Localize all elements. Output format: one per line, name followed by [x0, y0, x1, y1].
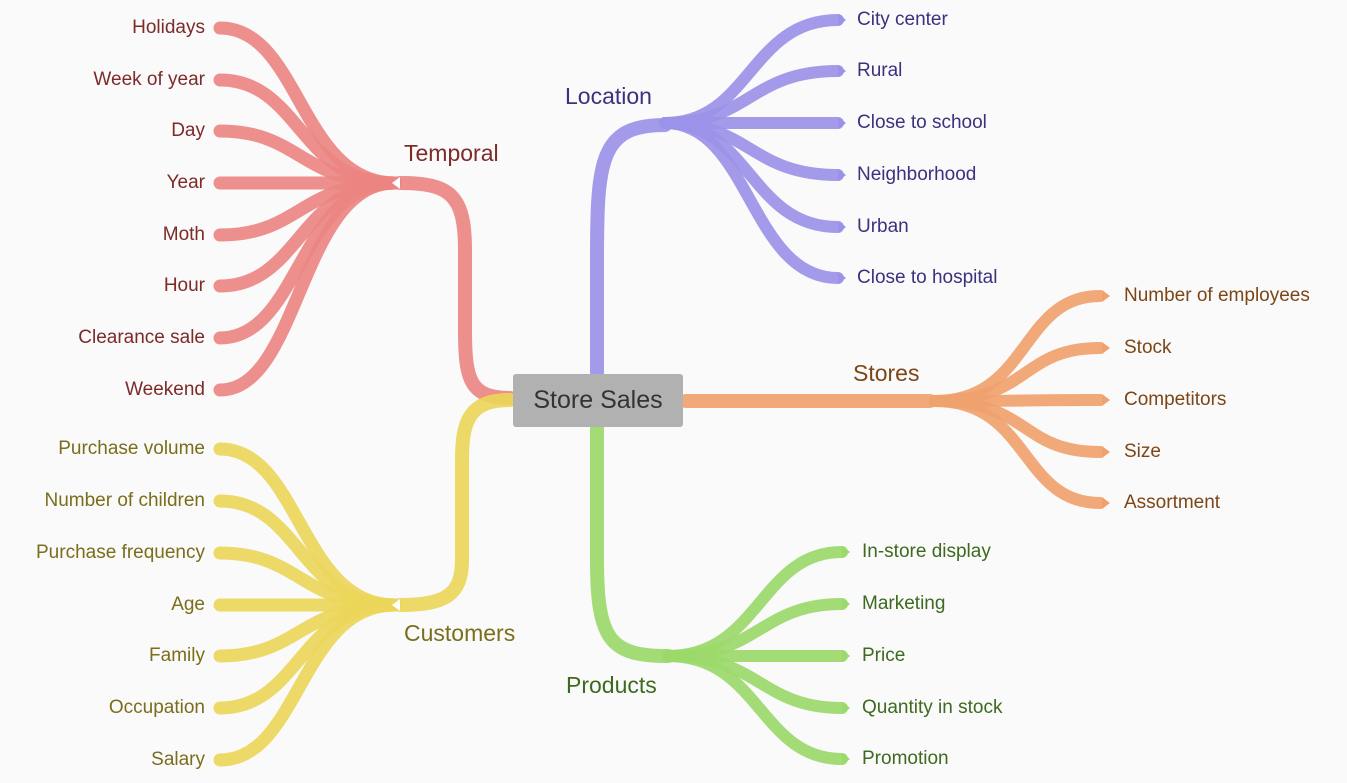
- products-arrow-icon-1: [842, 598, 850, 610]
- branch-customers-title[interactable]: Customers: [404, 620, 516, 646]
- temporal-item-week-of-year[interactable]: Week of year: [93, 69, 205, 90]
- customers-item-occupation[interactable]: Occupation: [108, 697, 205, 718]
- location-arrow-icon-0: [838, 14, 846, 26]
- products-child-connector-4: [662, 650, 848, 765]
- temporal-item-day[interactable]: Day: [171, 120, 205, 141]
- stores-arrow-icon-3: [1102, 446, 1110, 458]
- location-item-rural[interactable]: Rural: [857, 60, 903, 81]
- customers-item-purchase-volume[interactable]: Purchase volume: [58, 438, 205, 459]
- location-arrow-icon-4: [838, 221, 846, 233]
- customers-child-connector-6: [213, 598, 402, 767]
- temporal-item-clearance-sale[interactable]: Clearance sale: [78, 327, 205, 348]
- products-arrow-icon-3: [842, 702, 850, 714]
- stores-arrow-icon-4: [1102, 497, 1110, 509]
- products-item-price[interactable]: Price: [862, 645, 906, 666]
- location-arrow-icon-1: [838, 65, 846, 77]
- products-arrow-icon-2: [842, 650, 850, 662]
- temporal-item-holidays[interactable]: Holidays: [132, 17, 205, 38]
- center-node[interactable]: Store Sales: [513, 374, 683, 427]
- temporal-item-year[interactable]: Year: [166, 172, 205, 193]
- branch-stores-title[interactable]: Stores: [853, 360, 920, 386]
- products-item-in-store-display[interactable]: In-store display: [862, 541, 991, 562]
- products-arrow-icon-0: [842, 546, 850, 558]
- stores-arrow-icon-2: [1102, 394, 1110, 406]
- customers-trunk-connector: [393, 393, 517, 612]
- location-item-neighborhood[interactable]: Neighborhood: [857, 164, 977, 185]
- stores-item-assortment[interactable]: Assortment: [1124, 492, 1221, 513]
- branch-temporal-title[interactable]: Temporal: [404, 140, 499, 166]
- temporal-item-moth[interactable]: Moth: [162, 224, 205, 245]
- customers-item-number-of-children[interactable]: Number of children: [44, 490, 205, 511]
- temporal-junction-icon: [392, 177, 400, 189]
- location-item-urban[interactable]: Urban: [857, 216, 909, 237]
- stores-arrow-icon-0: [1102, 290, 1110, 302]
- branch-products-title[interactable]: Products: [566, 672, 657, 698]
- stores-item-size[interactable]: Size: [1124, 441, 1161, 462]
- stores-child-connector-4: [929, 395, 1106, 509]
- customers-item-salary[interactable]: Salary: [151, 749, 205, 770]
- location-item-close-to-hospital[interactable]: Close to hospital: [857, 267, 998, 288]
- customers-item-age[interactable]: Age: [171, 594, 205, 615]
- customers-item-purchase-frequency[interactable]: Purchase frequency: [36, 542, 205, 563]
- location-item-close-to-school[interactable]: Close to school: [857, 112, 987, 133]
- center-node-label: Store Sales: [533, 386, 663, 414]
- location-child-connector-5: [659, 117, 844, 284]
- customers-item-family[interactable]: Family: [149, 645, 205, 666]
- location-arrow-icon-3: [838, 169, 846, 181]
- temporal-item-hour[interactable]: Hour: [163, 275, 205, 296]
- products-item-promotion[interactable]: Promotion: [862, 748, 949, 769]
- temporal-child-connector-7: [213, 176, 402, 397]
- location-arrow-icon-2: [838, 117, 846, 129]
- location-trunk-connector: [590, 118, 672, 379]
- customers-junction-icon: [392, 599, 400, 611]
- products-arrow-icon-4: [842, 753, 850, 765]
- products-item-marketing[interactable]: Marketing: [862, 593, 946, 614]
- branch-location-title[interactable]: Location: [565, 83, 652, 109]
- location-item-city-center[interactable]: City center: [857, 9, 948, 30]
- stores-item-stock[interactable]: Stock: [1124, 337, 1172, 358]
- products-item-quantity-in-stock[interactable]: Quantity in stock: [862, 697, 1003, 718]
- products-trunk-connector: [590, 421, 675, 663]
- stores-item-number-of-employees[interactable]: Number of employees: [1124, 285, 1310, 306]
- temporal-trunk-connector: [393, 176, 517, 405]
- location-arrow-icon-5: [838, 272, 846, 284]
- stores-item-competitors[interactable]: Competitors: [1124, 389, 1227, 410]
- stores-arrow-icon-1: [1102, 342, 1110, 354]
- temporal-item-weekend[interactable]: Weekend: [125, 379, 205, 400]
